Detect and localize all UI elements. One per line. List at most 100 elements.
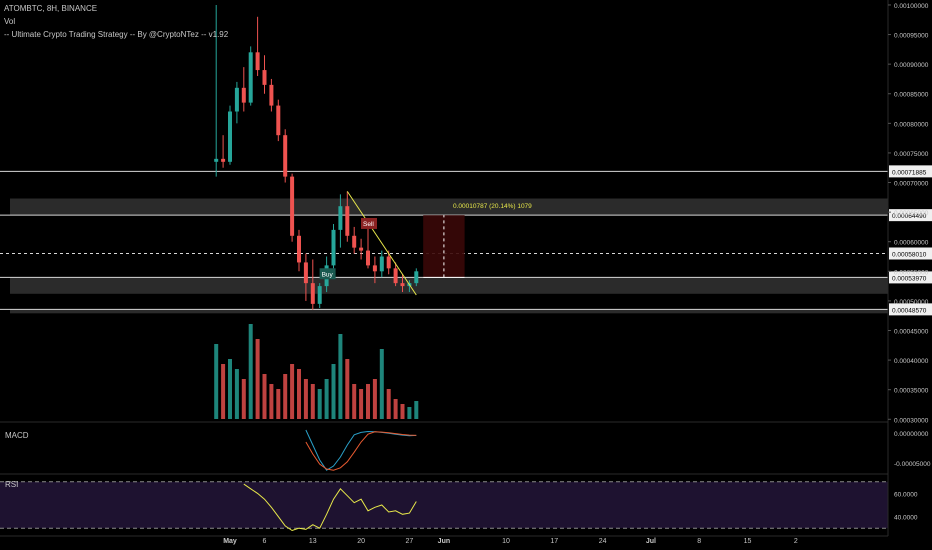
volume-bar-15	[317, 389, 322, 419]
price-zone-1	[10, 277, 888, 294]
price-level-tag-4	[889, 303, 932, 316]
volume-bar-11	[290, 364, 295, 419]
volume-bar-9	[276, 389, 281, 419]
signal-label-0: Buy	[322, 271, 334, 278]
candle-body-2	[228, 111, 232, 162]
time-tick-4: 27	[406, 538, 414, 545]
volume-bar-14	[310, 384, 315, 419]
volume-bar-25	[386, 389, 391, 419]
price-tick-6: 0.00070000	[894, 181, 929, 188]
rsi-tick-0: 60.0000	[894, 491, 918, 498]
candle-body-19	[345, 206, 350, 236]
macd-tick-0: 0.00000000	[894, 431, 929, 438]
candle-body-15	[317, 286, 322, 304]
time-tick-6: 10	[502, 538, 510, 545]
price-tick-3: 0.00085000	[894, 92, 929, 99]
rsi-line-0	[243, 483, 417, 532]
macd-line-0	[305, 429, 417, 471]
price-level-label-4: 0.00048570	[892, 307, 927, 314]
price-tick-2: 0.00090000	[894, 62, 929, 69]
candle-body-9	[276, 105, 281, 136]
candle-body-25	[386, 256, 391, 269]
price-tick-12: 0.00040000	[894, 358, 929, 365]
candle-body-1	[221, 158, 226, 162]
volume-bar-12	[297, 369, 301, 419]
volume-bar-18	[338, 334, 343, 419]
price-tick-11: 0.00045000	[894, 329, 929, 336]
candle-body-14	[310, 283, 315, 304]
time-tick-2: 13	[309, 538, 317, 545]
volume-bar-20	[352, 384, 357, 419]
price-level-tag-3	[889, 271, 932, 284]
candle-body-21	[359, 247, 364, 251]
volume-bar-16	[324, 379, 329, 419]
signal-label-1: Sell	[363, 221, 374, 228]
price-level-tag-1	[889, 209, 932, 222]
candle-body-6	[255, 52, 260, 71]
strategy-label: -- Ultimate Crypto Trading Strategy -- B…	[4, 30, 229, 39]
time-tick-7: 17	[550, 538, 558, 545]
candle-body-0	[214, 158, 219, 162]
time-tick-9: Jul	[646, 538, 656, 545]
time-tick-0: May	[223, 538, 237, 545]
volume-bar-5	[248, 324, 253, 419]
price-zone-0	[10, 198, 888, 216]
volume-bar-22	[366, 384, 370, 419]
volume-bars	[214, 324, 419, 419]
signal-badge-0	[319, 268, 336, 280]
candle-body-22	[366, 250, 370, 266]
volume-bar-26	[393, 399, 398, 419]
candle-body-13	[303, 262, 308, 284]
time-tick-8: 24	[599, 538, 607, 545]
time-tick-3: 20	[357, 538, 365, 545]
volume-bar-4	[241, 379, 246, 419]
candle-body-23	[372, 265, 377, 272]
macd-panel: 0.00000000 -0.00005000	[305, 429, 931, 471]
price-tick-10: 0.00050000	[894, 299, 929, 306]
volume-bar-21	[359, 389, 364, 419]
volume-bar-23	[372, 379, 377, 419]
candle-body-24	[379, 256, 384, 272]
price-tick-4: 0.00080000	[894, 121, 929, 128]
candle-body-18	[338, 206, 343, 230]
price-candles	[214, 4, 419, 310]
candle-body-8	[269, 84, 274, 106]
rsi-tick-1: 40.0000	[894, 515, 918, 522]
candle-body-3	[234, 87, 239, 112]
volume-bar-3	[234, 369, 239, 419]
time-tick-12: 2	[794, 538, 798, 545]
price-level-label-1: 0.00064490	[892, 213, 927, 220]
time-tick-5: Jun	[438, 538, 450, 545]
volume-label: Vol	[4, 17, 16, 26]
projection-box: 0.00010787 (20.14%) 1079	[423, 203, 532, 278]
price-level-label-2: 0.00058010	[892, 251, 927, 258]
volume-bar-27	[400, 404, 405, 419]
price-tick-1: 0.00095000	[894, 33, 929, 40]
rsi-label: RSI	[5, 480, 19, 489]
candle-body-5	[248, 52, 253, 103]
price-tick-7: 0.00065000	[894, 210, 929, 217]
candle-body-27	[400, 283, 405, 287]
volume-bar-6	[255, 339, 260, 419]
candle-body-7	[262, 70, 267, 85]
price-tick-14: 0.00030000	[894, 417, 929, 424]
volume-bar-7	[262, 374, 267, 419]
time-tick-11: 15	[744, 538, 752, 545]
candle-body-4	[241, 87, 246, 103]
price-level-tag-2	[889, 247, 932, 260]
symbol-title: ATOMBTC, 8H, BINANCE	[4, 4, 98, 13]
trendline	[346, 191, 417, 296]
price-zone-2	[10, 309, 888, 314]
price-tick-5: 0.00075000	[894, 151, 929, 158]
time-tick-1: 6	[263, 538, 267, 545]
projection-label: 0.00010787 (20.14%) 1079	[453, 203, 532, 210]
candle-body-11	[290, 176, 295, 236]
candle-body-12	[297, 235, 301, 263]
time-tick-10: 8	[697, 538, 701, 545]
price-level-label-0: 0.00071885	[892, 169, 927, 176]
candle-body-29	[414, 271, 419, 284]
price-tick-8: 0.00060000	[894, 240, 929, 247]
volume-bar-28	[407, 407, 412, 419]
